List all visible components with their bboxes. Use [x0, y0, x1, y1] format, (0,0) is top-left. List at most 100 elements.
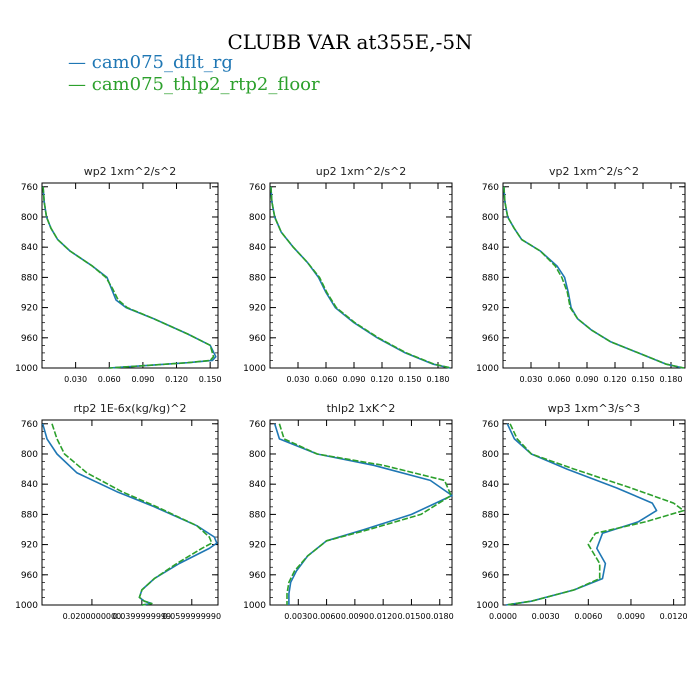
y-tick-label-4-3: 880: [249, 510, 266, 520]
y-tick-label-4-1: 800: [249, 450, 266, 460]
y-tick-label-4-2: 840: [249, 480, 266, 490]
series-line-2-1: [503, 186, 685, 369]
plot-frame-4: [269, 419, 453, 606]
y-tick-label-5-5: 960: [482, 571, 499, 581]
y-tick-label-5-0: 760: [482, 420, 499, 430]
y-tick-label-1-6: 1000: [243, 364, 266, 374]
y-tick-label-4-0: 760: [249, 420, 266, 430]
y-tick-label-0-3: 880: [21, 273, 38, 283]
series-line-5-1: [505, 423, 685, 606]
y-tick-label-5-6: 1000: [476, 601, 499, 611]
plot-title-3: rtp2 1E-6x(kg/kg)^2: [74, 402, 187, 415]
y-tick-label-2-6: 1000: [476, 364, 499, 374]
y-tick-label-1-0: 760: [249, 183, 266, 193]
plot-frame-2: [502, 182, 686, 369]
x-tick-label-4-4: 0.0150: [397, 612, 425, 621]
y-tick-label-0-4: 920: [21, 304, 38, 314]
legend: — cam075_dflt_rg — cam075_thlp2_rtp2_flo…: [68, 52, 320, 96]
plot-title-1: up2 1xm^2/s^2: [316, 165, 407, 178]
legend-dash-floor: —: [68, 74, 86, 95]
series-line-4-0: [273, 423, 453, 605]
x-tick-label-1-1: 0.060: [315, 375, 338, 384]
x-tick-label-4-5: 0.0180: [426, 612, 454, 621]
x-tick-label-2-1: 0.060: [548, 375, 571, 384]
x-tick-label-0-3: 0.120: [165, 375, 188, 384]
plot-frame-3: [41, 419, 219, 606]
x-tick-label-1-4: 0.150: [399, 375, 422, 384]
y-tick-label-0-2: 840: [21, 243, 38, 253]
y-tick-label-5-3: 880: [482, 510, 499, 520]
x-tick-label-0-1: 0.060: [98, 375, 121, 384]
plot-title-4: thlp2 1xK^2: [327, 402, 396, 415]
series-line-3-0: [41, 423, 218, 606]
x-tick-label-0-0: 0.030: [64, 375, 87, 384]
y-tick-label-2-1: 800: [482, 213, 499, 223]
x-tick-label-4-3: 0.0120: [369, 612, 397, 621]
y-tick-label-2-2: 840: [482, 243, 499, 253]
x-tick-label-5-0: 0.0000: [489, 612, 517, 621]
y-tick-label-1-3: 880: [249, 273, 266, 283]
figure-title: CLUBB VAR at355E,-5N: [227, 30, 473, 54]
x-tick-label-1-2: 0.090: [343, 375, 366, 384]
legend-item-floor: — cam075_thlp2_rtp2_floor: [68, 74, 320, 96]
y-tick-label-0-6: 1000: [15, 364, 38, 374]
series-line-0-1: [42, 186, 215, 369]
y-tick-label-1-2: 840: [249, 243, 266, 253]
y-tick-label-3-1: 800: [21, 450, 38, 460]
series-line-1-0: [270, 186, 451, 369]
y-tick-label-1-5: 960: [249, 334, 266, 344]
y-tick-label-0-0: 760: [21, 183, 38, 193]
legend-label-dflt: cam075_dflt_rg: [91, 52, 233, 73]
y-tick-label-4-4: 920: [249, 541, 266, 551]
series-line-0-0: [42, 186, 217, 369]
x-tick-label-2-4: 0.150: [632, 375, 655, 384]
y-tick-label-3-4: 920: [21, 541, 38, 551]
x-tick-label-2-3: 0.120: [604, 375, 627, 384]
series-line-1-1: [270, 186, 452, 369]
plot-frame-5: [502, 419, 686, 606]
y-tick-label-2-0: 760: [482, 183, 499, 193]
series-line-3-1: [51, 423, 213, 606]
x-tick-label-5-1: 0.0030: [532, 612, 560, 621]
x-tick-label-5-3: 0.0090: [617, 612, 645, 621]
x-tick-label-4-1: 0.0060: [313, 612, 341, 621]
x-tick-label-3-2: 0.0599999990: [163, 612, 222, 621]
y-tick-label-2-4: 920: [482, 304, 499, 314]
x-tick-label-3-1: 0.0399999999: [113, 612, 172, 621]
y-tick-label-3-6: 1000: [15, 601, 38, 611]
y-tick-label-3-3: 880: [21, 510, 38, 520]
x-tick-label-1-3: 0.120: [371, 375, 394, 384]
x-tick-label-2-0: 0.030: [520, 375, 543, 384]
x-tick-label-4-2: 0.0090: [341, 612, 369, 621]
y-tick-label-1-4: 920: [249, 304, 266, 314]
x-tick-label-0-4: 0.150: [199, 375, 222, 384]
y-tick-label-2-5: 960: [482, 334, 499, 344]
x-tick-label-5-4: 0.0120: [660, 612, 688, 621]
plot-frame-1: [269, 182, 453, 369]
y-tick-label-1-1: 800: [249, 213, 266, 223]
y-tick-label-0-1: 800: [21, 213, 38, 223]
legend-label-floor: cam075_thlp2_rtp2_floor: [91, 74, 320, 95]
legend-item-dflt: — cam075_dflt_rg: [68, 52, 320, 74]
y-tick-label-5-2: 840: [482, 480, 499, 490]
y-tick-label-5-1: 800: [482, 450, 499, 460]
y-tick-label-5-4: 920: [482, 541, 499, 551]
x-tick-label-1-0: 0.030: [287, 375, 310, 384]
y-tick-label-4-5: 960: [249, 571, 266, 581]
y-tick-label-3-2: 840: [21, 480, 38, 490]
plot-frame-0: [41, 182, 219, 369]
y-tick-label-4-6: 1000: [243, 601, 266, 611]
y-tick-label-2-3: 880: [482, 273, 499, 283]
series-line-4-1: [278, 423, 452, 605]
x-tick-label-3-0: 0.0200000000: [63, 612, 122, 621]
y-tick-label-0-5: 960: [21, 334, 38, 344]
plot-title-2: vp2 1xm^2/s^2: [549, 165, 639, 178]
y-tick-label-3-5: 960: [21, 571, 38, 581]
x-tick-label-0-2: 0.090: [131, 375, 154, 384]
legend-dash-dflt: —: [68, 52, 86, 73]
y-tick-label-3-0: 760: [21, 420, 38, 430]
plot-title-0: wp2 1xm^2/s^2: [84, 165, 177, 178]
x-tick-label-2-5: 0.180: [660, 375, 683, 384]
x-tick-label-2-2: 0.090: [576, 375, 599, 384]
